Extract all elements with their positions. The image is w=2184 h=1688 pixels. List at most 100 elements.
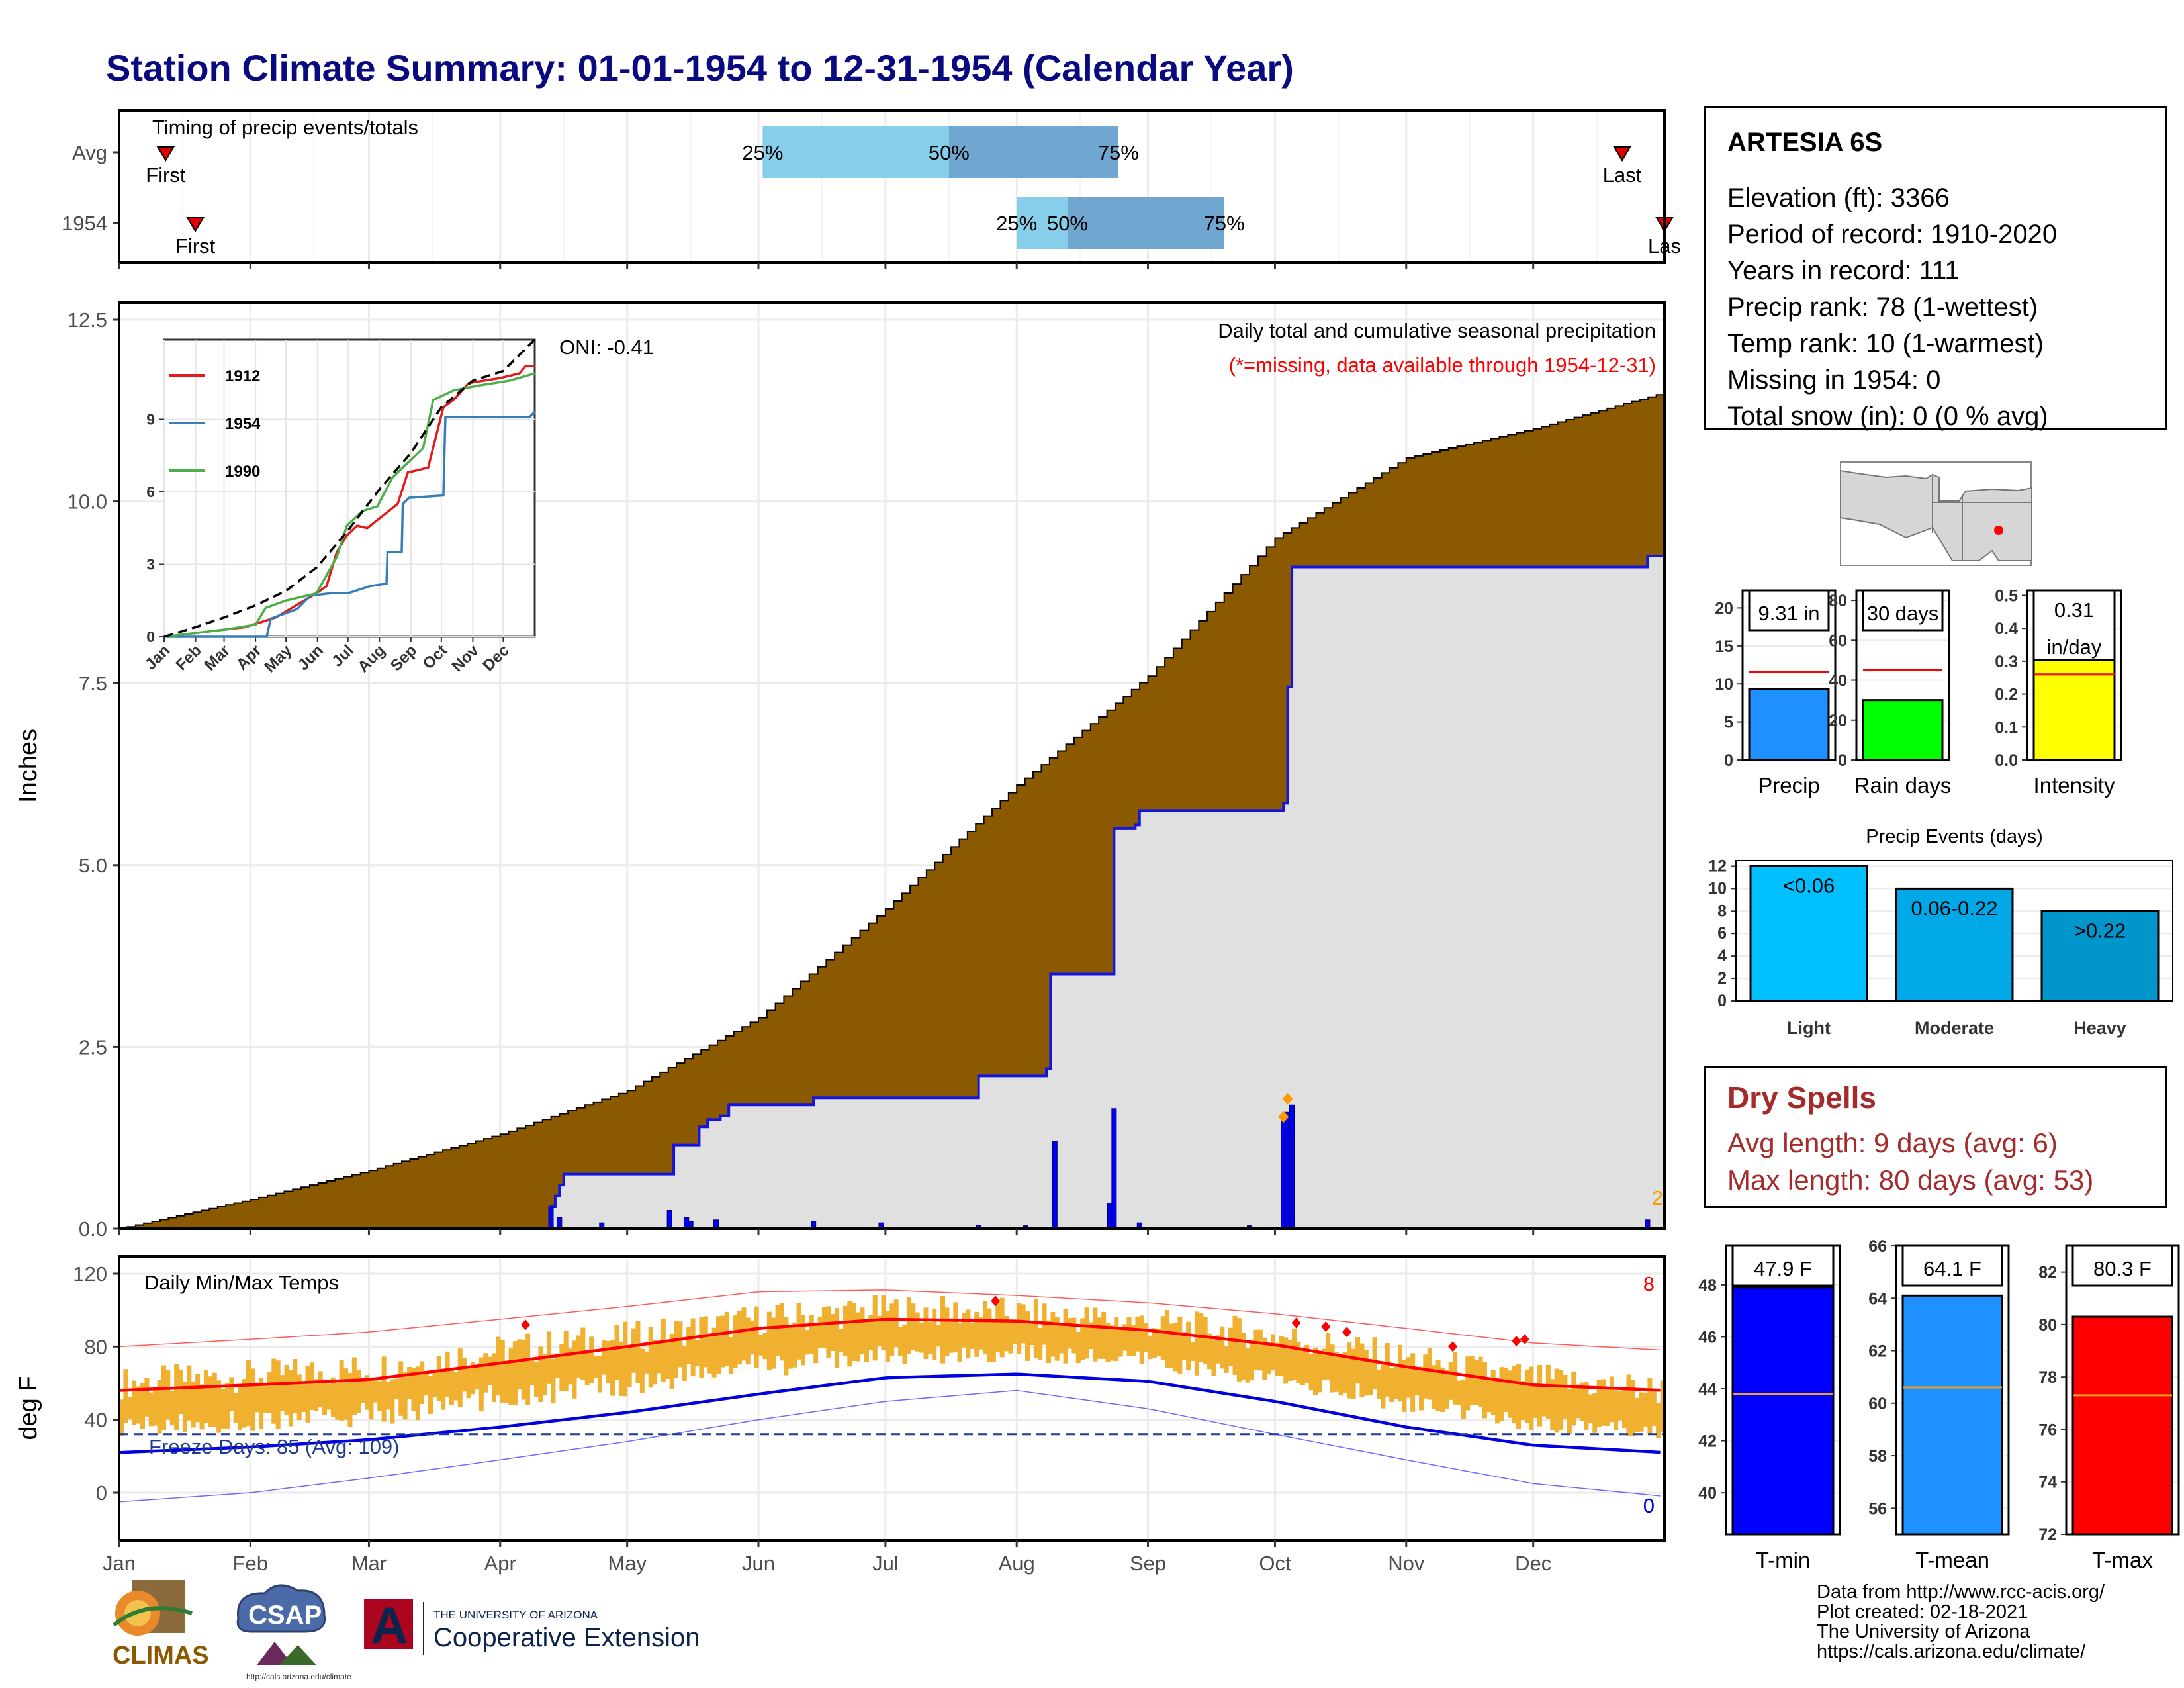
temps-daily-range-bar — [1017, 1303, 1022, 1354]
small-chart-y-tick-label: 60 — [1868, 1395, 1887, 1413]
temps-daily-range-bar — [1537, 1365, 1543, 1427]
temps-daily-range-bar — [699, 1317, 704, 1378]
month-label: Oct — [1259, 1552, 1291, 1575]
month-axis: Jan Feb Mar Apr May Jun Jul Aug Sep Oct Nov Dec — [103, 1540, 1551, 1575]
inset-series-line — [163, 372, 535, 638]
temps-daily-range-bar — [161, 1365, 166, 1430]
month-label: Jul — [872, 1552, 899, 1575]
temps-daily-range-bar — [835, 1308, 840, 1368]
temps-daily-range-bar — [606, 1340, 611, 1383]
temps-daily-range-bar — [953, 1302, 958, 1352]
small-chart-frame — [1895, 1244, 2010, 1536]
temps-daily-range-bar — [1435, 1360, 1441, 1412]
inset-series-line — [163, 338, 536, 638]
temps-daily-range-bar — [800, 1314, 805, 1366]
station-years: Years in record: 111 — [1727, 256, 1960, 285]
month-label: Mar — [351, 1552, 387, 1575]
temps-record-marker — [1321, 1321, 1331, 1332]
temps-daily-range-bar — [415, 1366, 420, 1421]
precip-daily-bar — [1111, 1108, 1117, 1229]
temps-daily-range-bar — [1495, 1379, 1500, 1424]
temps-daily-range-bar — [1393, 1364, 1398, 1399]
temps-daily-range-bar — [309, 1362, 314, 1411]
timing-row-label: 1954 — [62, 212, 107, 235]
temps-daily-range-bar — [1410, 1353, 1416, 1412]
temps-daily-range-bar — [893, 1299, 899, 1348]
station-elevation: Elevation (ft): 3366 — [1727, 183, 1950, 212]
temps-daily-range-bar — [478, 1357, 484, 1411]
timing-last-marker — [1613, 146, 1631, 162]
temps-daily-range-bar — [1639, 1392, 1644, 1432]
temps-daily-range-bar — [610, 1340, 615, 1396]
small-chart-category-label: T-max — [2092, 1548, 2153, 1572]
temps-daily-range-bar — [212, 1372, 217, 1428]
timing-p50-label: 50% — [929, 141, 970, 164]
temps-daily-range-bar — [424, 1372, 429, 1395]
timing-p25-label: 25% — [742, 141, 783, 164]
temps-daily-range-bar — [1279, 1336, 1284, 1376]
temps-daily-range-bar — [788, 1325, 793, 1369]
timing-p50-label: 50% — [1047, 212, 1088, 235]
timing-bar-q3 — [948, 126, 1118, 178]
precip-events-bar — [2040, 910, 2160, 1002]
temps-daily-range-bar — [995, 1300, 1001, 1353]
temps-daily-range-bar — [741, 1307, 747, 1361]
temps-daily-range-bar — [301, 1382, 306, 1412]
temps-daily-range-bar — [1363, 1349, 1369, 1396]
temps-daily-range-bar — [1427, 1348, 1432, 1400]
temps-daily-range-bar — [597, 1356, 602, 1393]
temps-daily-range-bar — [686, 1327, 692, 1364]
temps-daily-range-bar — [1300, 1348, 1305, 1385]
temps-daily-range-bar — [1601, 1379, 1606, 1426]
month-label: Jun — [742, 1552, 775, 1575]
small-chart-frame — [1725, 1244, 1841, 1536]
temps-daily-range-bar — [1334, 1352, 1340, 1392]
temps-daily-range-bar — [132, 1380, 137, 1425]
temps-daily-range-bar — [648, 1327, 653, 1388]
temps-daily-range-bar — [1177, 1317, 1183, 1374]
temps-daily-range-bar — [386, 1382, 391, 1410]
temps-daily-range-bar — [1584, 1382, 1589, 1430]
temps-daily-range-bar — [377, 1381, 383, 1411]
temps-daily-range-bar — [966, 1309, 971, 1358]
temps-daily-range-bar — [911, 1303, 916, 1350]
timing-row-label: Avg — [72, 141, 107, 164]
temps-daily-range-bar — [885, 1311, 890, 1362]
temps-daily-range-bar — [1203, 1316, 1208, 1364]
small-chart-category-label: Precip — [1758, 773, 1820, 798]
temps-daily-range-bar — [1368, 1358, 1373, 1395]
temps-daily-range-bar — [1660, 1380, 1665, 1432]
temps-daily-range-bar — [1423, 1354, 1428, 1399]
temps-daily-range-bar — [318, 1371, 323, 1407]
temps-daily-range-bar — [817, 1316, 823, 1349]
temps-daily-range-bar — [449, 1368, 454, 1405]
temps-daily-range-bar — [1571, 1371, 1576, 1426]
temps-daily-range-bar — [1313, 1347, 1318, 1396]
temps-daily-range-bar — [584, 1351, 590, 1385]
temps-record-low-count: 0 — [1643, 1494, 1655, 1517]
temps-daily-range-bar — [402, 1372, 408, 1420]
precip-y-tick-label: 12.5 — [68, 308, 107, 332]
temps-daily-range-bar — [657, 1342, 662, 1374]
temps-daily-range-bar — [614, 1325, 619, 1380]
temps-daily-range-bar — [441, 1370, 446, 1410]
precip-y-tick-label: 0.0 — [79, 1217, 107, 1241]
ua-logo-small-text: THE UNIVERSITY OF ARIZONA — [433, 1609, 598, 1621]
temps-daily-range-bar — [1109, 1325, 1115, 1361]
month-label: Feb — [233, 1552, 268, 1575]
temps-daily-range-bar — [635, 1321, 641, 1383]
temps-daily-range-bar — [839, 1329, 844, 1352]
temps-daily-range-bar — [821, 1307, 827, 1348]
precip-y-tick-label: 7.5 — [79, 672, 107, 695]
temps-daily-range-bar — [407, 1366, 412, 1399]
timing-first-marker — [186, 217, 205, 232]
temps-daily-range-bar — [373, 1378, 378, 1403]
temps-daily-range-bar — [1397, 1344, 1402, 1402]
precip-total-chart: 0 5 10 15 20 9.31 in Precip — [1715, 589, 1837, 798]
small-chart-category-label: T-min — [1756, 1548, 1811, 1572]
temps-daily-range-bar — [1021, 1304, 1026, 1344]
precip-chart: 0.0 2.5 5.0 7.5 10.0 12.5 2 Daily total and cum… — [15, 301, 1666, 1241]
temps-daily-range-bar — [754, 1306, 759, 1368]
